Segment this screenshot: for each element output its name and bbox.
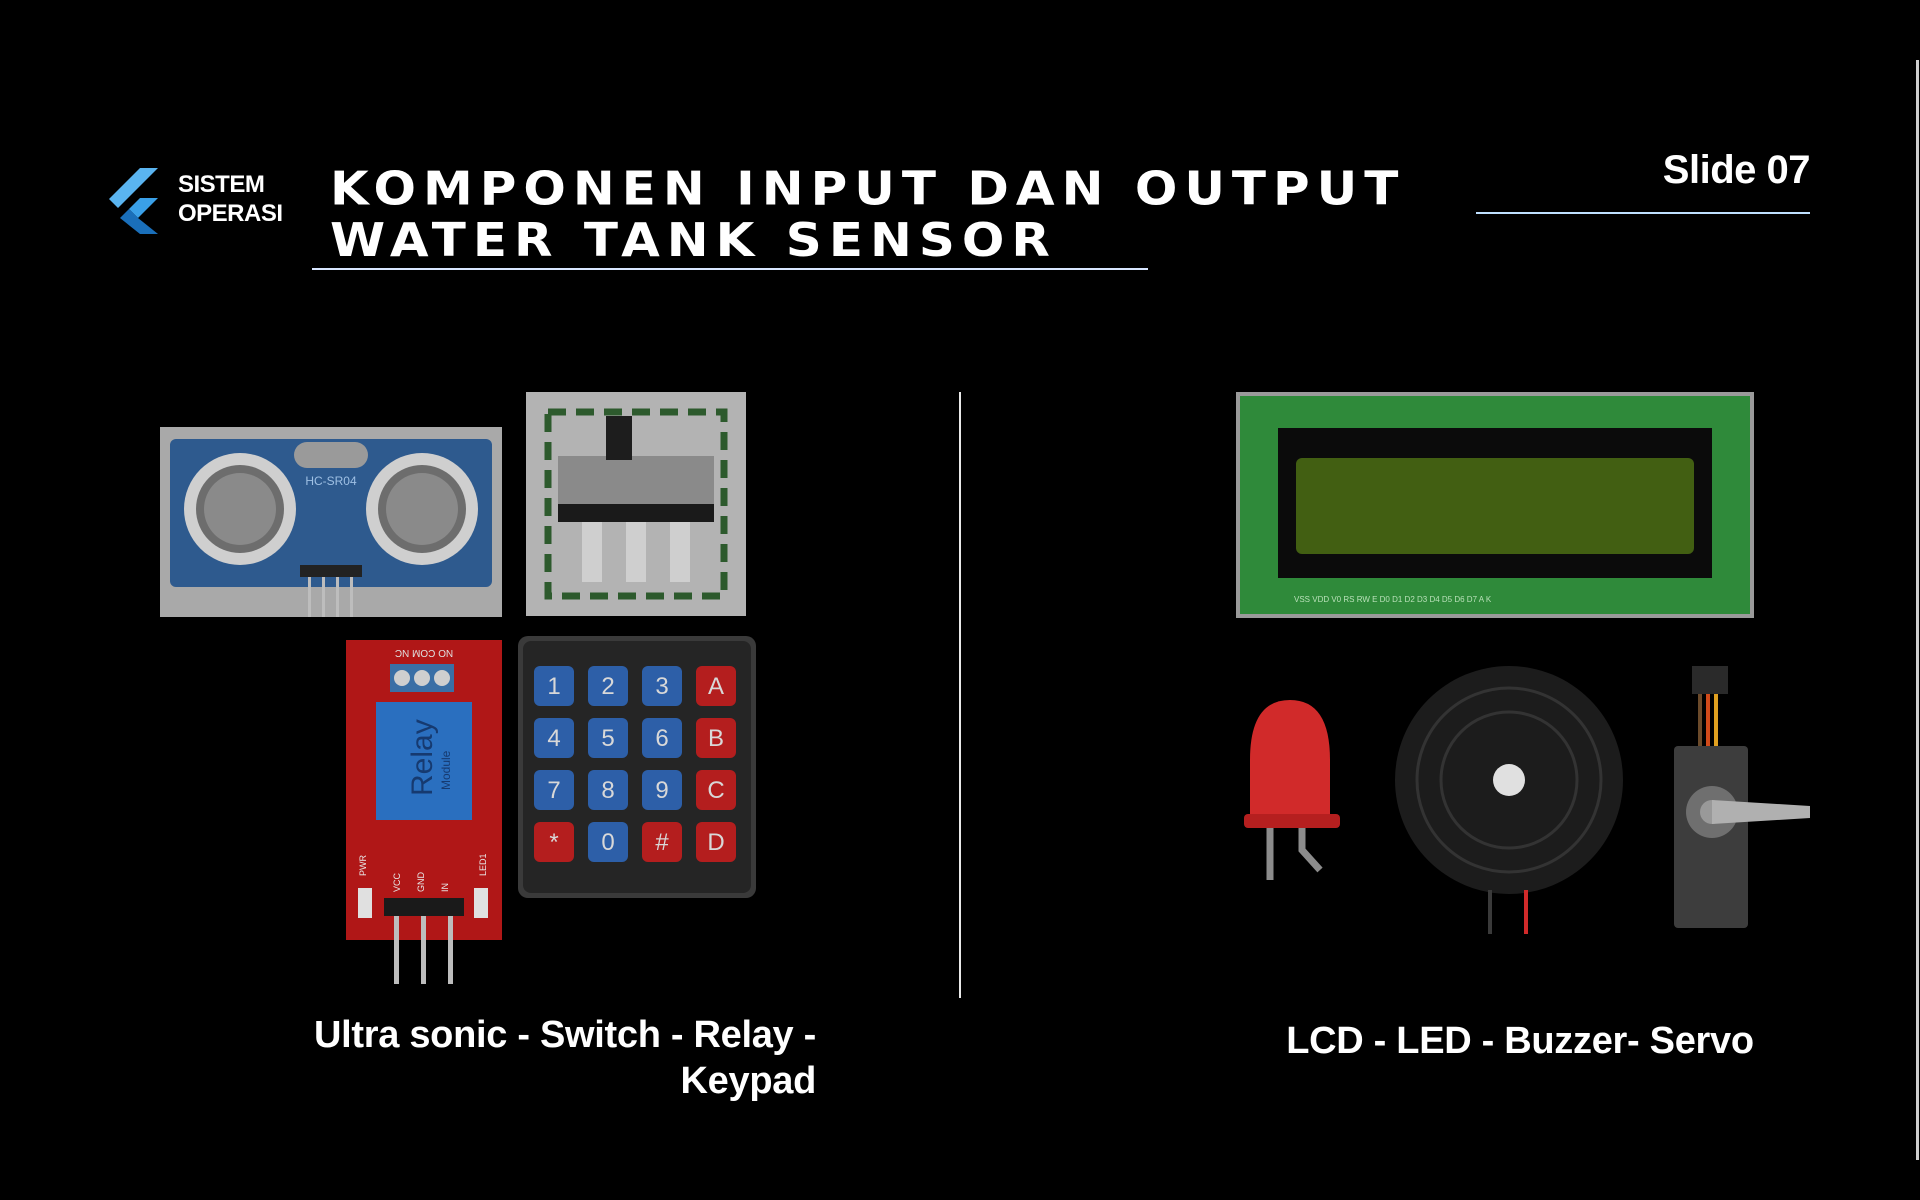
keypad-key-label: 1 xyxy=(547,673,560,700)
keypad-key-label: 5 xyxy=(601,725,614,752)
brand-line-2: OPERASI xyxy=(178,200,283,227)
keypad-key-cap xyxy=(534,666,574,706)
keypad-key: 2 xyxy=(588,666,628,706)
keypad-key: 5 xyxy=(588,718,628,758)
keypad-key-label: 0 xyxy=(601,829,614,856)
keypad-key-label: 4 xyxy=(547,725,560,752)
left-caption-line-1: Ultra sonic - Switch - Relay - xyxy=(314,1014,816,1056)
keypad-key-cap xyxy=(642,718,682,758)
keypad-key-label: 8 xyxy=(601,777,614,804)
keypad-key-cap xyxy=(642,770,682,810)
keypad-key-cap xyxy=(696,666,736,706)
lcd-display-icon: VSS VDD V0 RS RW E D0 D1 D2 D3 D4 D5 D6 … xyxy=(1236,392,1754,618)
left-caption-line-2: Keypad xyxy=(680,1060,817,1102)
buzzer-icon xyxy=(1395,666,1623,934)
title-line-1: KOMPONEN INPUT DAN OUTPUT xyxy=(330,162,1406,216)
keypad-key-cap xyxy=(588,718,628,758)
keypad-key-label: B xyxy=(708,725,724,752)
relay-pin-gnd: GND xyxy=(416,872,426,893)
keypad-key: # xyxy=(642,822,682,862)
keypad-key: D xyxy=(696,822,736,862)
keypad-key-label: 2 xyxy=(601,673,614,700)
left-caption: Ultra sonic - Switch - Relay - Keypad xyxy=(250,1012,816,1104)
title-underline xyxy=(312,268,1148,270)
lcd-pin-text: VSS VDD V0 RS RW E D0 D1 D2 D3 D4 D5 D6 … xyxy=(1294,595,1492,604)
keypad-icon: 1 2 3 A 4 5 6 B 7 8 9 C * 0 # D xyxy=(518,636,756,898)
keypad-key: 8 xyxy=(588,770,628,810)
keypad-key-cap xyxy=(642,822,682,862)
keypad-key-cap xyxy=(588,666,628,706)
keypad-key-cap xyxy=(696,770,736,810)
relay-label: Relay xyxy=(406,719,439,796)
keypad-key-cap xyxy=(696,718,736,758)
keypad-key-label: C xyxy=(707,777,724,804)
red-led-icon xyxy=(1244,700,1340,880)
keypad-key: 3 xyxy=(642,666,682,706)
keypad-key: C xyxy=(696,770,736,810)
keypad-key: 4 xyxy=(534,718,574,758)
right-caption: LCD - LED - Buzzer- Servo xyxy=(1286,1020,1754,1062)
relay-pin-in: IN xyxy=(440,883,450,892)
servo-motor-icon xyxy=(1674,666,1810,928)
relay-sublabel: Module xyxy=(439,750,453,790)
keypad-key-cap xyxy=(588,822,628,862)
keypad-key-cap xyxy=(588,770,628,810)
keypad-key: 6 xyxy=(642,718,682,758)
keypad-key-label: 9 xyxy=(655,777,668,804)
relay-top-label: NO COM NC xyxy=(395,647,453,658)
slide-switch-icon xyxy=(526,392,746,616)
brand-name: SISTEM OPERASI xyxy=(178,170,283,228)
keypad-key: * xyxy=(534,822,574,862)
keypad-key-cap xyxy=(642,666,682,706)
page-title: KOMPONEN INPUT DAN OUTPUT WATER TANK SEN… xyxy=(330,163,1405,266)
keypad-key-label: 3 xyxy=(655,673,668,700)
brand-line-1: SISTEM xyxy=(178,171,265,198)
keypad-key: 1 xyxy=(534,666,574,706)
title-line-2: WATER TANK SENSOR xyxy=(330,213,1057,267)
center-divider xyxy=(959,392,961,998)
relay-pin-vcc: VCC xyxy=(392,872,402,892)
slide-number-underline xyxy=(1476,212,1810,214)
ultrasonic-sensor-icon: HC-SR04 xyxy=(160,427,502,617)
keypad-key: 0 xyxy=(588,822,628,862)
keypad-key-label: A xyxy=(708,673,724,700)
keypad-key: 7 xyxy=(534,770,574,810)
keypad-key-label: 6 xyxy=(655,725,668,752)
keypad-key: 9 xyxy=(642,770,682,810)
ultrasonic-label: HC-SR04 xyxy=(305,474,357,488)
keypad-key-cap xyxy=(534,718,574,758)
keypad-key-label: # xyxy=(655,829,669,856)
relay-module-icon: NO COM NC Relay Module PWR VCC GND IN LE… xyxy=(346,640,502,984)
flutter-logo-icon xyxy=(109,168,158,234)
slide-number: Slide 07 xyxy=(1662,148,1811,192)
keypad-key-cap xyxy=(534,822,574,862)
keypad-key-label: D xyxy=(707,829,724,856)
keypad-key-label: 7 xyxy=(547,777,560,804)
relay-pin-led1: LED1 xyxy=(478,853,488,876)
keypad-key: A xyxy=(696,666,736,706)
keypad-key-cap xyxy=(696,822,736,862)
right-edge-line xyxy=(1916,60,1919,1160)
keypad-key-label: * xyxy=(549,829,558,856)
keypad-key: B xyxy=(696,718,736,758)
keypad-key-cap xyxy=(534,770,574,810)
relay-pin-pwr: PWR xyxy=(358,855,368,876)
